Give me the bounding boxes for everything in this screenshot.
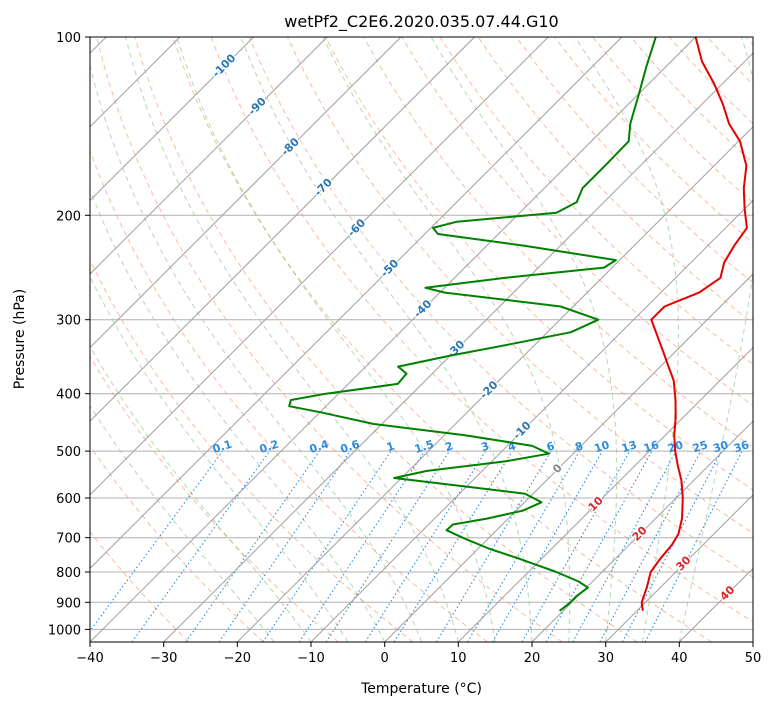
y-tick-label: 700 [56,532,81,547]
x-tick-label: −40 [76,651,103,666]
x-tick-label: 0 [381,651,389,666]
y-tick-label: 1000 [48,623,81,638]
y-tick-label: 400 [56,388,81,403]
chart-title: wetPf2_C2E6.2020.035.07.44.G10 [284,12,558,32]
x-tick-label: 50 [745,651,762,666]
x-tick-label: 10 [450,651,467,666]
y-axis-label: Pressure (hPa) [12,289,28,389]
y-tick-label: 200 [56,209,81,224]
y-tick-label: 600 [56,492,81,507]
x-tick-label: −20 [224,651,251,666]
x-tick-label: −10 [297,651,324,666]
x-tick-label: 20 [524,651,541,666]
x-tick-label: 30 [597,651,614,666]
y-tick-label: 500 [56,445,81,460]
x-tick-label: 40 [671,651,688,666]
y-tick-label: 900 [56,596,81,611]
y-tick-label: 100 [56,31,81,46]
y-tick-label: 800 [56,566,81,581]
x-tick-label: −30 [150,651,177,666]
y-tick-label: 300 [56,314,81,329]
x-axis-label: Temperature (°C) [360,681,482,697]
